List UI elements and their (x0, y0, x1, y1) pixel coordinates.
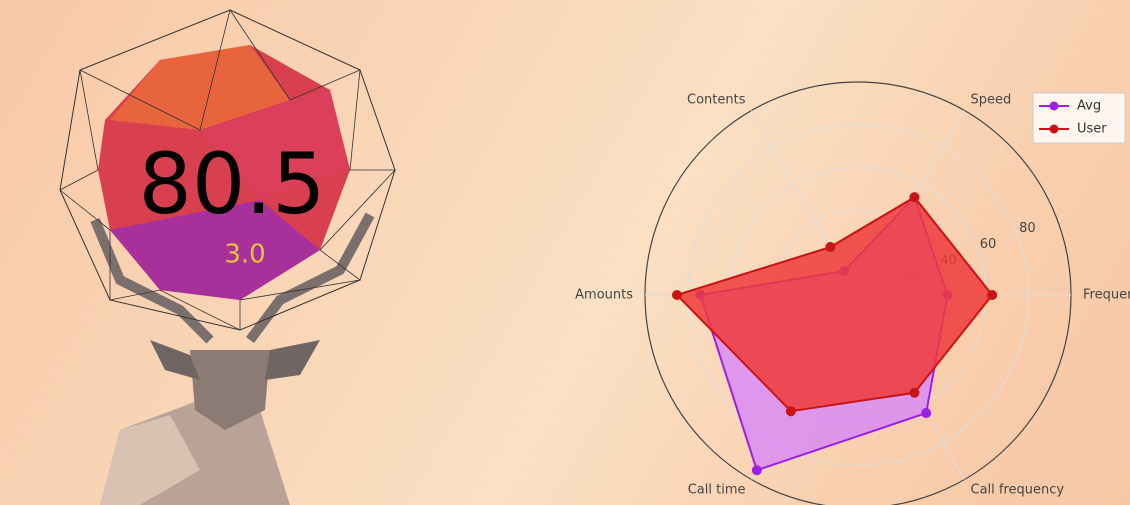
legend-box (1032, 92, 1126, 144)
legend-label: Avg (1077, 99, 1101, 114)
radar-point (671, 290, 682, 300)
radar-point (909, 387, 920, 398)
legend-label: User (1077, 122, 1107, 137)
axis-label: Call time (688, 482, 746, 497)
score: 80.5 (138, 135, 325, 233)
legend: Avg User (1032, 92, 1126, 144)
radar-area (675, 195, 994, 413)
r-tick-label: 60 (980, 237, 997, 252)
radar-point (825, 242, 836, 253)
r-tick-label: 80 (1019, 221, 1036, 236)
sub-score: 3.0 (224, 240, 265, 270)
radar-chart: Frequency Speed Contents Amounts Call time Ca… (575, 81, 1130, 505)
legend-marker (1049, 101, 1059, 111)
axis-label: Speed (971, 93, 1012, 108)
radar-point (921, 408, 932, 419)
radar-point (987, 290, 998, 300)
deer-illustration (59, 9, 396, 505)
axis-label: Call frequency (971, 482, 1065, 497)
axis-label: Contents (687, 93, 746, 108)
radar-point (751, 465, 762, 476)
axis-label: Amounts (575, 288, 633, 303)
radar-point (909, 192, 920, 203)
radar-point (785, 406, 796, 417)
legend-marker (1049, 124, 1059, 134)
axis-label: Frequency (1083, 288, 1130, 303)
